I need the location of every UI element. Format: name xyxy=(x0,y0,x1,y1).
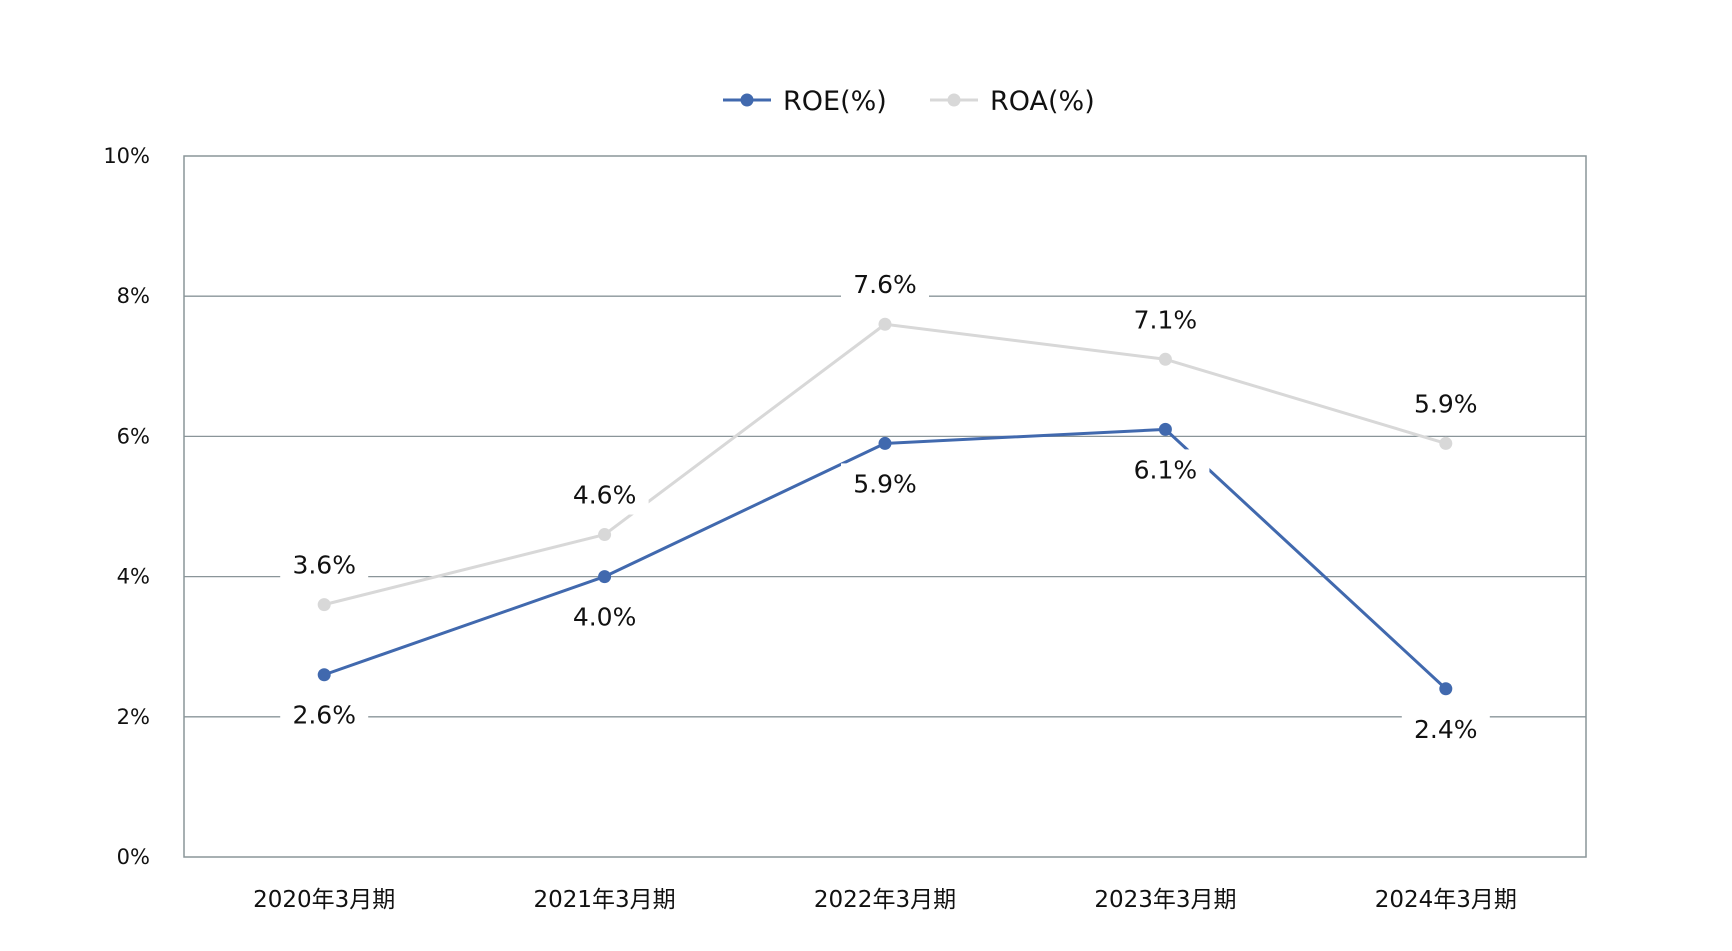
data-label-layer: 2.6% 4.0% 5.9% 6.1% 2.4% 3.6% 4.6% 7.6% 7.1% 5.9% xyxy=(280,264,1490,749)
plot-frame xyxy=(183,155,1587,858)
data-label-roa: 7.6% xyxy=(853,270,917,299)
y-tick-label: 0% xyxy=(117,845,150,869)
y-tick-label: 4% xyxy=(117,565,150,589)
data-label-roa: 3.6% xyxy=(292,551,356,580)
grid-layer xyxy=(183,155,1587,858)
legend: ROE(%) ROA(%) xyxy=(723,86,1095,117)
data-label-bg xyxy=(1401,708,1490,749)
y-tick-label: 8% xyxy=(117,284,150,308)
data-label-bg xyxy=(841,264,929,305)
data-label-roa: 7.1% xyxy=(1134,305,1198,334)
data-label-bg xyxy=(280,544,369,585)
data-point-roe xyxy=(1439,682,1453,696)
data-point-roe xyxy=(878,436,892,450)
legend-label: ROE(%) xyxy=(783,86,887,117)
data-point-roe xyxy=(1158,422,1172,436)
data-label-bg xyxy=(560,596,649,637)
data-point-roa xyxy=(598,528,612,542)
series-layer xyxy=(317,317,1453,696)
data-label-roe: 2.6% xyxy=(292,701,356,730)
data-point-roe xyxy=(598,570,612,584)
y-tick-label: 10% xyxy=(103,144,150,168)
data-label-bg xyxy=(1121,299,1210,340)
data-label-roe: 6.1% xyxy=(1134,455,1198,484)
axis-label-layer: 0% 2% 4% 6% 8% 10% 2020年3月期 2021年3月期 2022年3月期 202… xyxy=(103,144,1517,913)
x-tick-label: 2023年3月期 xyxy=(1094,887,1236,913)
data-label-bg xyxy=(841,463,929,504)
legend-swatch-marker xyxy=(740,93,754,107)
x-tick-label: 2022年3月期 xyxy=(814,887,956,913)
data-label-bg xyxy=(560,474,649,515)
data-label-roe: 4.0% xyxy=(573,603,637,632)
x-tick-label: 2021年3月期 xyxy=(534,887,676,913)
legend-swatch-marker xyxy=(947,93,961,107)
data-label-roe: 2.4% xyxy=(1414,715,1478,744)
x-tick-label: 2020年3月期 xyxy=(253,887,395,913)
data-label-bg xyxy=(1401,383,1490,424)
y-tick-label: 6% xyxy=(117,424,150,448)
data-point-roa xyxy=(317,598,331,612)
data-point-roa xyxy=(1158,352,1172,366)
data-point-roa xyxy=(878,317,892,331)
data-point-roa xyxy=(1439,436,1453,450)
data-point-roe xyxy=(317,668,331,682)
data-label-bg xyxy=(1121,449,1210,490)
data-label-bg xyxy=(280,694,369,735)
data-label-roe: 5.9% xyxy=(853,469,917,498)
legend-label: ROA(%) xyxy=(990,86,1095,117)
y-tick-label: 2% xyxy=(117,705,150,729)
data-label-roa: 4.6% xyxy=(573,481,637,510)
x-tick-label: 2024年3月期 xyxy=(1375,887,1517,913)
data-label-roa: 5.9% xyxy=(1414,389,1478,418)
